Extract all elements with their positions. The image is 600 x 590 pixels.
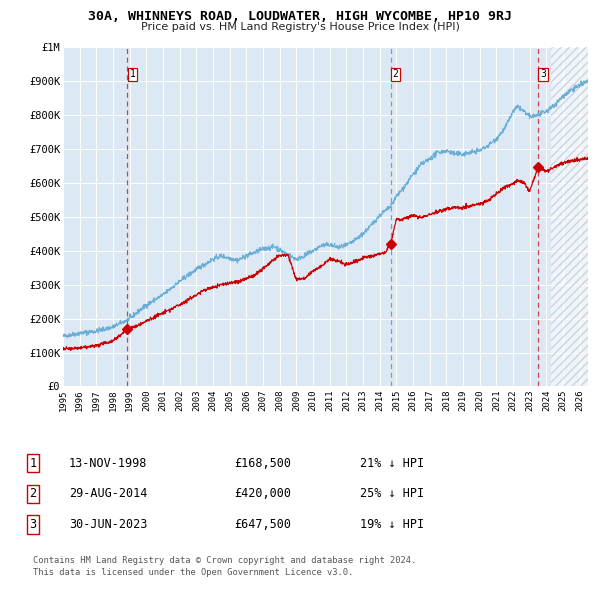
Text: 19% ↓ HPI: 19% ↓ HPI: [360, 518, 424, 531]
Text: This data is licensed under the Open Government Licence v3.0.: This data is licensed under the Open Gov…: [33, 568, 353, 577]
Bar: [551, 47, 588, 386]
Text: £420,000: £420,000: [234, 487, 291, 500]
Text: 1: 1: [29, 457, 37, 470]
Text: 30-JUN-2023: 30-JUN-2023: [69, 518, 148, 531]
Text: 3: 3: [540, 70, 546, 79]
Text: 25% ↓ HPI: 25% ↓ HPI: [360, 487, 424, 500]
Text: £168,500: £168,500: [234, 457, 291, 470]
Text: 13-NOV-1998: 13-NOV-1998: [69, 457, 148, 470]
Text: 29-AUG-2014: 29-AUG-2014: [69, 487, 148, 500]
Text: Contains HM Land Registry data © Crown copyright and database right 2024.: Contains HM Land Registry data © Crown c…: [33, 556, 416, 565]
Text: 1: 1: [130, 70, 136, 79]
Text: 2: 2: [29, 487, 37, 500]
Text: 3: 3: [29, 518, 37, 531]
Text: £647,500: £647,500: [234, 518, 291, 531]
Text: 2: 2: [392, 70, 398, 79]
Text: Price paid vs. HM Land Registry's House Price Index (HPI): Price paid vs. HM Land Registry's House …: [140, 22, 460, 32]
Text: 21% ↓ HPI: 21% ↓ HPI: [360, 457, 424, 470]
Text: 30A, WHINNEYS ROAD, LOUDWATER, HIGH WYCOMBE, HP10 9RJ: 30A, WHINNEYS ROAD, LOUDWATER, HIGH WYCO…: [88, 10, 512, 23]
